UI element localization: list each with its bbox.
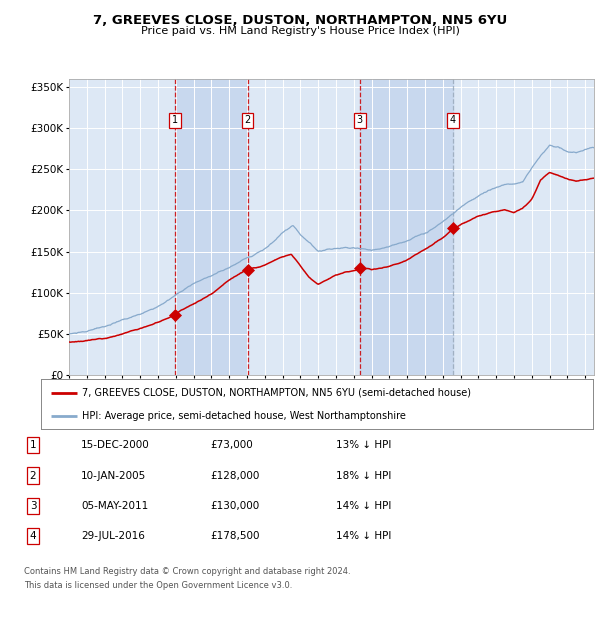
Text: 14% ↓ HPI: 14% ↓ HPI bbox=[336, 531, 391, 541]
Text: 3: 3 bbox=[357, 115, 363, 125]
Bar bbox=[360, 79, 453, 375]
Text: 15-DEC-2000: 15-DEC-2000 bbox=[81, 440, 150, 450]
Text: 29-JUL-2016: 29-JUL-2016 bbox=[81, 531, 145, 541]
Text: 7, GREEVES CLOSE, DUSTON, NORTHAMPTON, NN5 6YU (semi-detached house): 7, GREEVES CLOSE, DUSTON, NORTHAMPTON, N… bbox=[82, 388, 471, 398]
Text: 2: 2 bbox=[244, 115, 251, 125]
Text: HPI: Average price, semi-detached house, West Northamptonshire: HPI: Average price, semi-detached house,… bbox=[82, 410, 406, 420]
Text: 18% ↓ HPI: 18% ↓ HPI bbox=[336, 471, 391, 480]
Text: Contains HM Land Registry data © Crown copyright and database right 2024.: Contains HM Land Registry data © Crown c… bbox=[24, 567, 350, 577]
Text: £73,000: £73,000 bbox=[210, 440, 253, 450]
Text: This data is licensed under the Open Government Licence v3.0.: This data is licensed under the Open Gov… bbox=[24, 581, 292, 590]
Bar bbox=[175, 79, 248, 375]
Text: 3: 3 bbox=[29, 501, 37, 511]
Text: 1: 1 bbox=[172, 115, 178, 125]
Text: 4: 4 bbox=[29, 531, 37, 541]
Text: Price paid vs. HM Land Registry's House Price Index (HPI): Price paid vs. HM Land Registry's House … bbox=[140, 26, 460, 36]
Text: £130,000: £130,000 bbox=[210, 501, 259, 511]
Text: 7, GREEVES CLOSE, DUSTON, NORTHAMPTON, NN5 6YU: 7, GREEVES CLOSE, DUSTON, NORTHAMPTON, N… bbox=[93, 14, 507, 27]
Text: 2: 2 bbox=[29, 471, 37, 480]
Text: 1: 1 bbox=[29, 440, 37, 450]
Text: 14% ↓ HPI: 14% ↓ HPI bbox=[336, 501, 391, 511]
Text: 10-JAN-2005: 10-JAN-2005 bbox=[81, 471, 146, 480]
Text: £128,000: £128,000 bbox=[210, 471, 259, 480]
Text: 13% ↓ HPI: 13% ↓ HPI bbox=[336, 440, 391, 450]
Text: £178,500: £178,500 bbox=[210, 531, 260, 541]
Text: 05-MAY-2011: 05-MAY-2011 bbox=[81, 501, 148, 511]
Text: 4: 4 bbox=[450, 115, 456, 125]
